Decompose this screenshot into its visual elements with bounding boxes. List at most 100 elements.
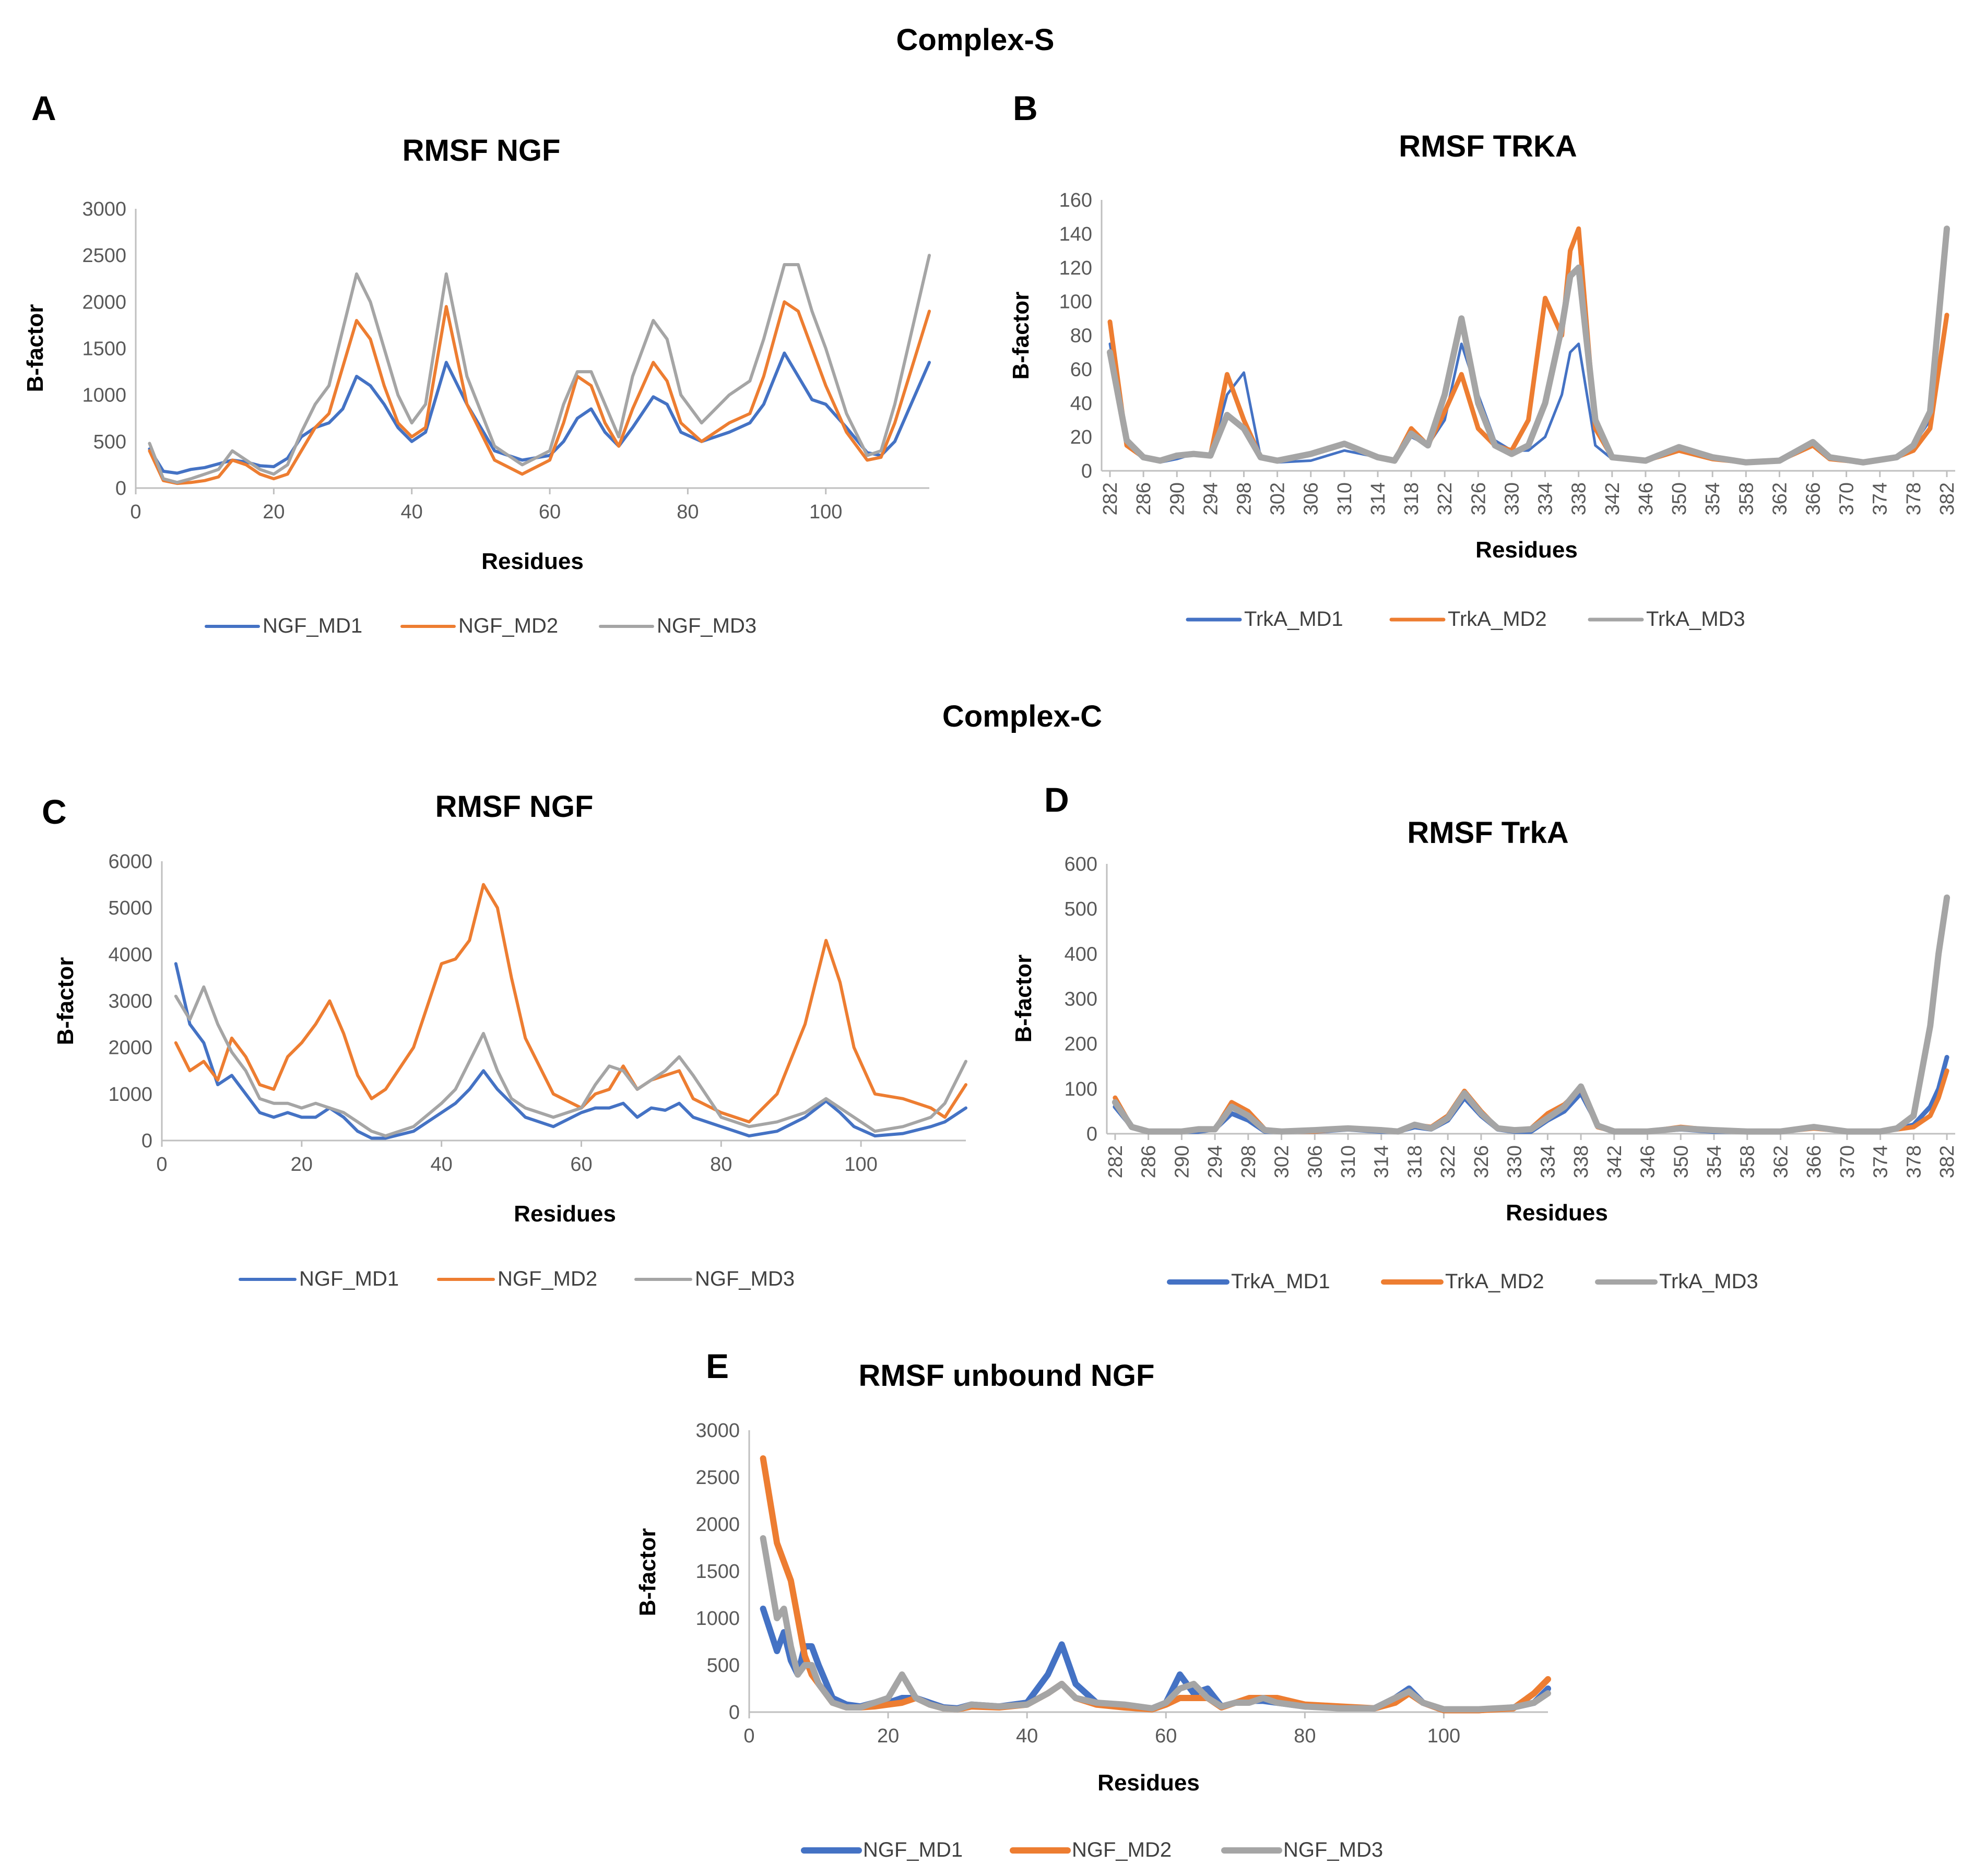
- x-axis-label: Residues: [1097, 1770, 1200, 1796]
- x-tick-label: 286: [1133, 482, 1155, 515]
- x-tick-label: 322: [1437, 1145, 1459, 1178]
- chart-title: RMSF TRKA: [1399, 129, 1577, 163]
- x-tick-label: 20: [263, 501, 285, 523]
- legend-entry: NGF_MD2: [458, 614, 558, 637]
- y-tick-label: 2000: [82, 291, 126, 313]
- y-tick-label: 0: [1081, 460, 1092, 482]
- y-tick-label: 600: [1065, 853, 1097, 875]
- x-tick-label: 298: [1238, 1145, 1260, 1178]
- x-tick-label: 354: [1702, 482, 1724, 515]
- panel-label: B: [1013, 89, 1038, 127]
- legend-entry: TrkA_MD1: [1244, 608, 1343, 631]
- chart-title: RMSF NGF: [435, 790, 594, 824]
- x-tick-label: 294: [1204, 1145, 1226, 1178]
- x-tick-label: 310: [1334, 482, 1356, 515]
- series-line-ngf-md3: [760, 1535, 1551, 1713]
- chart-title: RMSF NGF: [403, 134, 561, 168]
- x-tick-label: 366: [1803, 482, 1825, 515]
- y-tick-label: 2500: [82, 245, 126, 267]
- x-tick-label: 290: [1166, 482, 1188, 515]
- y-tick-label: 20: [1070, 426, 1092, 448]
- y-axis-label: B-factor: [1008, 292, 1034, 380]
- chart-b: B RMSF TRKA 0 20 40 60 80 100 120 140 160 282 286 290…: [1008, 89, 1958, 631]
- x-tick-label: 382: [1936, 482, 1958, 515]
- y-tick-label: 1500: [82, 338, 126, 360]
- legend-entry: TrkA_MD3: [1646, 608, 1745, 631]
- x-tick-label: 40: [431, 1154, 453, 1176]
- legend: TrkA_MD1 TrkA_MD2 TrkA_MD3: [1167, 1270, 1758, 1293]
- y-axis-label: B-factor: [53, 957, 78, 1046]
- x-tick-label: 342: [1604, 1145, 1626, 1178]
- x-tick-label: 80: [710, 1154, 732, 1176]
- x-tick-label: 334: [1535, 482, 1557, 515]
- x-tick-label: 100: [809, 501, 842, 523]
- y-axis-label: B-factor: [635, 1528, 660, 1617]
- x-tick-label: 358: [1737, 1145, 1759, 1178]
- x-tick-label: 306: [1304, 1145, 1326, 1178]
- x-tick-label: 40: [401, 501, 423, 523]
- x-tick-label: 362: [1769, 482, 1791, 515]
- panel-label: C: [42, 792, 67, 831]
- legend-entry: NGF_MD2: [1072, 1838, 1172, 1861]
- series-line-trka-md2: [1107, 226, 1949, 465]
- x-tick-label: 378: [1903, 482, 1925, 515]
- y-tick-label: 80: [1070, 325, 1092, 347]
- y-tick-label: 500: [1065, 898, 1097, 920]
- y-tick-label: 60: [1070, 359, 1092, 381]
- x-tick-label: 346: [1637, 1145, 1659, 1178]
- chart-a: A RMSF NGF 0 500 1000 1500 2000 2500 3000 0 20 40 60…: [22, 89, 931, 637]
- y-axis-label: B-factor: [1011, 955, 1036, 1043]
- x-tick-label: 60: [539, 501, 561, 523]
- series-line-ngf-md3: [174, 985, 967, 1138]
- legend-entry: NGF_MD2: [498, 1267, 597, 1290]
- x-tick-label: 60: [570, 1154, 592, 1176]
- y-tick-label: 6000: [108, 851, 152, 873]
- series-line-trka-md3: [1107, 225, 1950, 466]
- x-tick-label: 382: [1936, 1145, 1958, 1178]
- x-tick-label: 40: [1016, 1725, 1038, 1747]
- series-line-ngf-md1: [174, 962, 967, 1140]
- x-tick-label: 366: [1803, 1145, 1825, 1178]
- chart-c: C RMSF NGF 0 1000 2000 3000 4000 5000 6000 0 20 40 6…: [42, 790, 967, 1290]
- panel-label: E: [706, 1347, 729, 1385]
- y-tick-label: 4000: [108, 944, 152, 966]
- legend: NGF_MD1 NGF_MD2 NGF_MD3: [801, 1838, 1383, 1861]
- y-tick-label: 100: [1059, 291, 1092, 313]
- x-tick-label: 0: [130, 501, 141, 523]
- x-tick-label: 374: [1870, 482, 1892, 515]
- x-tick-label: 330: [1504, 1145, 1526, 1178]
- legend-entry: NGF_MD3: [695, 1267, 795, 1290]
- x-tick-label: 350: [1669, 482, 1691, 515]
- legend-entry: TrkA_MD1: [1231, 1270, 1330, 1293]
- legend-entry: NGF_MD1: [263, 614, 362, 637]
- legend-entry: TrkA_MD2: [1448, 608, 1547, 631]
- y-tick-label: 1000: [82, 385, 126, 407]
- series-line-trka-md3: [1112, 894, 1950, 1135]
- x-tick-label: 330: [1501, 482, 1523, 515]
- x-tick-label: 0: [156, 1154, 167, 1176]
- y-tick-label: 3000: [82, 198, 126, 220]
- chart-d: D RMSF TrkA 0 100 200 300 400 500 600 282 286 290 29…: [1011, 780, 1958, 1293]
- legend: TrkA_MD1 TrkA_MD2 TrkA_MD3: [1186, 608, 1745, 631]
- series-line-trka-md1: [1108, 232, 1948, 464]
- x-tick-label: 100: [844, 1154, 877, 1176]
- y-tick-label: 120: [1059, 257, 1092, 279]
- y-tick-label: 0: [141, 1130, 152, 1152]
- series-line-trka-md1: [1113, 1055, 1949, 1134]
- y-tick-label: 200: [1065, 1034, 1097, 1055]
- panel-label: A: [31, 89, 56, 127]
- x-tick-label: 314: [1367, 482, 1389, 515]
- y-tick-label: 40: [1070, 393, 1092, 414]
- y-tick-label: 100: [1065, 1078, 1097, 1100]
- x-tick-label: 286: [1138, 1145, 1160, 1178]
- x-tick-label: 20: [877, 1725, 899, 1747]
- y-tick-label: 500: [707, 1655, 740, 1677]
- legend: NGF_MD1 NGF_MD2 NGF_MD3: [239, 1267, 795, 1290]
- x-tick-label: 302: [1267, 482, 1289, 515]
- x-axis-label: Residues: [481, 549, 584, 574]
- series-line-ngf-md2: [148, 300, 931, 485]
- y-tick-label: 3000: [695, 1420, 740, 1442]
- y-tick-label: 2500: [695, 1467, 740, 1489]
- x-tick-label: 290: [1171, 1145, 1193, 1178]
